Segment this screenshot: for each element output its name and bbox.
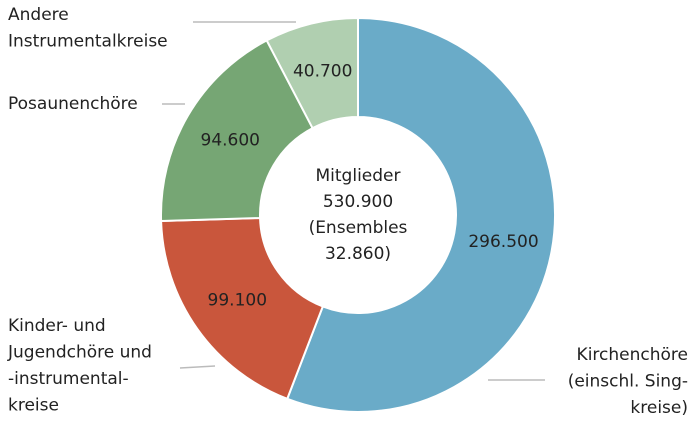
category-label: Andere: [8, 5, 69, 25]
donut-slice: [160, 216, 325, 401]
category-label: Kinder- und: [8, 316, 106, 336]
donut-slice: [265, 16, 359, 130]
donut-slice: [285, 16, 556, 413]
center-label: 530.900: [323, 192, 393, 212]
center-label: Mitglieder: [316, 166, 401, 186]
donut-slice: [160, 39, 314, 223]
category-label: kreise): [630, 398, 688, 418]
value-label: 40.700: [293, 61, 352, 81]
category-label: Jugendchöre und: [7, 343, 152, 363]
category-label: -instrumental-: [8, 369, 129, 389]
value-label: 296.500: [468, 232, 538, 252]
category-label: kreise: [8, 396, 59, 416]
center-label: (Ensembles: [309, 218, 408, 238]
category-label: Posaunenchöre: [8, 94, 138, 114]
value-label: 94.600: [201, 130, 260, 150]
category-label: Kirchenchöre: [577, 345, 688, 365]
leader-line: [179, 365, 216, 369]
value-label: 99.100: [208, 291, 267, 311]
center-label: 32.860): [325, 244, 391, 264]
category-label: (einschl. Sing-: [568, 372, 688, 392]
category-label: Instrumentalkreise: [8, 32, 168, 52]
